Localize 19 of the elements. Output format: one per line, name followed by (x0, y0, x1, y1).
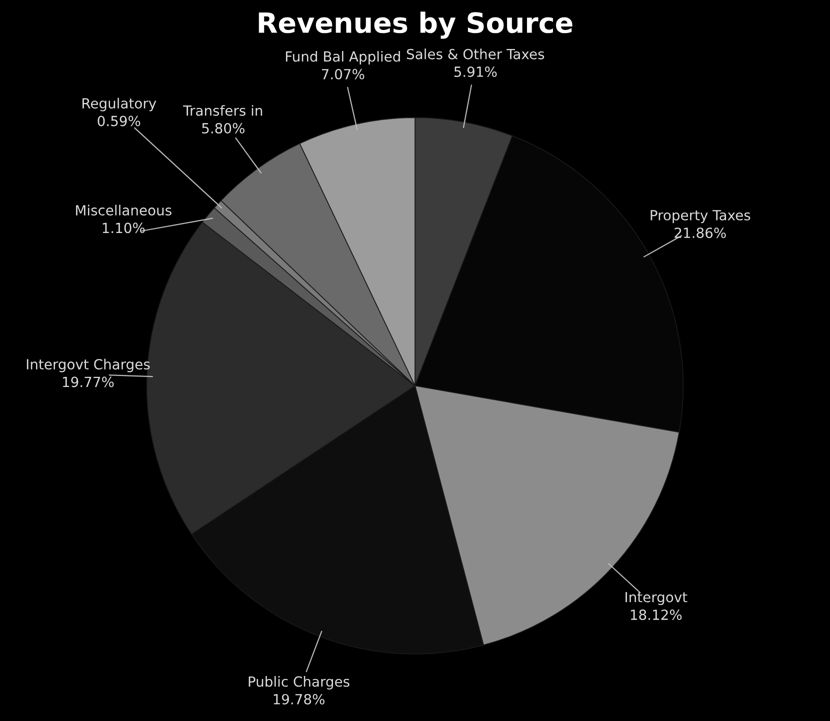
data-label: 21.86% (674, 228, 726, 238)
slice-label: Fund Bal Applied (286, 51, 400, 64)
slice-label: Miscellaneous (76, 204, 172, 216)
chart-title: Revenues by Source (258, 12, 572, 39)
slice-label: Intergovt Charges (26, 358, 150, 372)
slice-label: Transfers in (183, 105, 262, 116)
data-label: 1.10% (102, 222, 145, 234)
slice-label: Property Taxes (650, 210, 750, 224)
data-label: 19.78% (274, 694, 324, 704)
slice-label: Public Charges (248, 676, 350, 690)
slice-label: Regulatory (82, 98, 156, 112)
data-label: 5.91% (454, 66, 497, 77)
data-label: 0.59% (98, 116, 140, 126)
data-label: 18.12% (630, 610, 682, 620)
data-label: 5.80% (202, 123, 244, 134)
data-label: 19.77% (63, 376, 114, 388)
slice-label: Intergovt (626, 592, 688, 606)
data-label: 7.07% (322, 68, 364, 80)
slice-label: Sales & Other Taxes (406, 48, 544, 60)
